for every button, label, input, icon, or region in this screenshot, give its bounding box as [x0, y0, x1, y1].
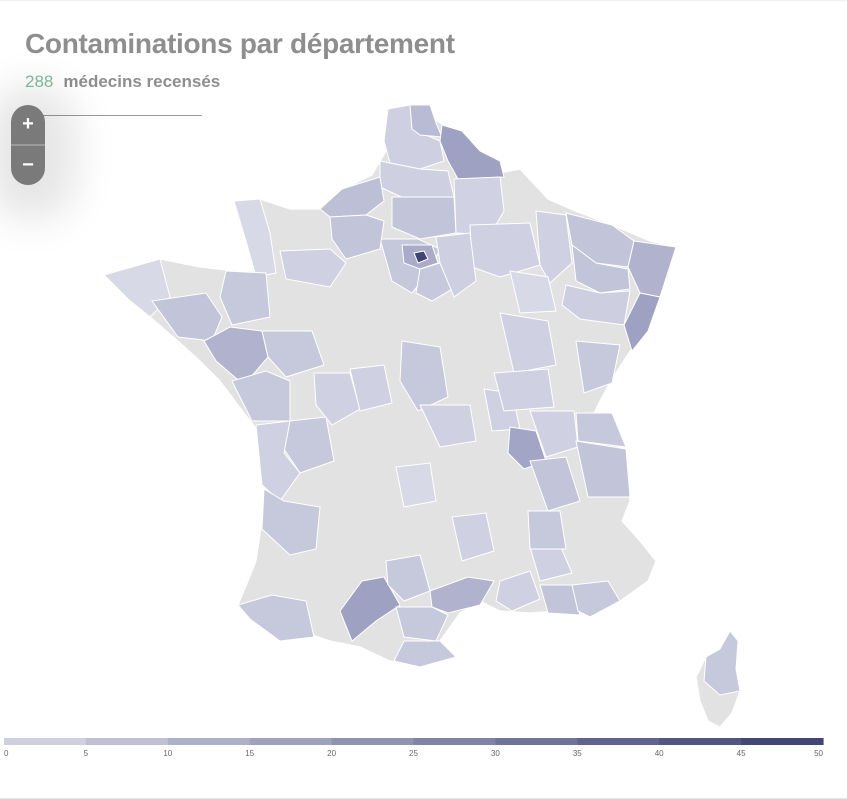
isere[interactable] — [529, 456, 581, 512]
saone-et-loire[interactable] — [493, 368, 555, 412]
legend-segment — [659, 738, 742, 745]
eure[interactable] — [329, 214, 385, 260]
loir-et-cher[interactable] — [349, 364, 393, 412]
manche[interactable] — [233, 198, 277, 278]
doubs[interactable] — [575, 340, 621, 394]
haute-corse[interactable] — [703, 630, 741, 696]
tarn[interactable] — [385, 554, 431, 602]
legend-tick-label: 5 — [84, 749, 89, 758]
aisne[interactable] — [453, 176, 505, 236]
title-divider — [25, 115, 202, 116]
aude[interactable] — [395, 606, 449, 642]
gard[interactable] — [495, 570, 541, 612]
seine-et-marne[interactable] — [435, 232, 477, 298]
calvados[interactable] — [279, 248, 347, 288]
legend-tick-label: 15 — [245, 749, 254, 758]
savoie[interactable] — [575, 440, 631, 498]
pyrenees-atlantiques[interactable] — [237, 594, 315, 642]
zoom-divider — [11, 144, 45, 146]
legend-segment — [4, 738, 87, 745]
legend-tick-label: 30 — [491, 749, 500, 758]
lozere[interactable] — [451, 512, 495, 562]
cher[interactable] — [399, 340, 449, 412]
france-choropleth-map[interactable] — [0, 1, 847, 731]
legend-segment — [331, 738, 415, 745]
essonne[interactable] — [415, 262, 453, 302]
vendee[interactable] — [231, 370, 291, 422]
haute-marne[interactable] — [509, 270, 557, 314]
drome[interactable] — [527, 510, 567, 550]
vosges[interactable] — [561, 284, 631, 326]
var[interactable] — [571, 580, 621, 618]
legend-segment — [249, 738, 333, 745]
zoom-control: + − — [11, 105, 45, 185]
legend-segment — [85, 738, 169, 745]
doctor-count-label: médecins recensés — [63, 72, 221, 91]
doctor-count: 288 — [25, 72, 54, 91]
france-mainland[interactable] — [102, 104, 741, 728]
maine-et-loire[interactable] — [261, 330, 325, 378]
haute-savoie[interactable] — [575, 412, 627, 448]
meurthe-et-moselle[interactable] — [571, 243, 631, 294]
legend-tick-label: 45 — [737, 749, 746, 758]
legend-tick-label: 35 — [573, 749, 582, 758]
morbihan[interactable] — [151, 292, 223, 342]
legend-segment — [167, 738, 251, 745]
legend-tick-label: 20 — [327, 749, 336, 758]
pyrenees-orientales[interactable] — [393, 640, 457, 668]
legend-bar — [4, 738, 824, 745]
cantal[interactable] — [395, 462, 437, 508]
zoom-out-button[interactable]: − — [22, 154, 34, 176]
ille-et-vilaine[interactable] — [219, 270, 271, 326]
page-title: Contaminations par département — [25, 28, 455, 59]
legend-tick-label: 10 — [163, 749, 172, 758]
cote-dor[interactable] — [499, 312, 557, 374]
legend-segment — [577, 738, 660, 745]
legend-segment — [413, 738, 496, 745]
legend-tick-label: 40 — [655, 749, 664, 758]
subtitle: 288 médecins recensés — [25, 72, 220, 92]
charente-maritime[interactable] — [255, 420, 301, 502]
legend-segment — [495, 738, 578, 745]
oise[interactable] — [391, 196, 457, 240]
gironde[interactable] — [261, 488, 321, 556]
paris[interactable] — [413, 250, 429, 264]
bouches-du-rhone[interactable] — [539, 584, 581, 616]
nord-east[interactable] — [439, 124, 505, 180]
legend-segment — [741, 738, 824, 745]
puy-de-dome[interactable] — [419, 404, 477, 448]
indre-et-loire[interactable] — [313, 372, 361, 426]
legend-ticks: 0 5 10 15 20 25 30 35 40 45 50 — [4, 749, 824, 758]
legend-tick-label: 50 — [814, 749, 823, 758]
legend-tick-label: 25 — [409, 749, 418, 758]
meuse[interactable] — [535, 210, 573, 284]
haut-rhin[interactable] — [623, 292, 661, 353]
haute-garonne[interactable] — [339, 576, 401, 642]
zoom-in-button[interactable]: + — [22, 113, 34, 135]
legend-tick-label: 0 — [4, 749, 9, 758]
